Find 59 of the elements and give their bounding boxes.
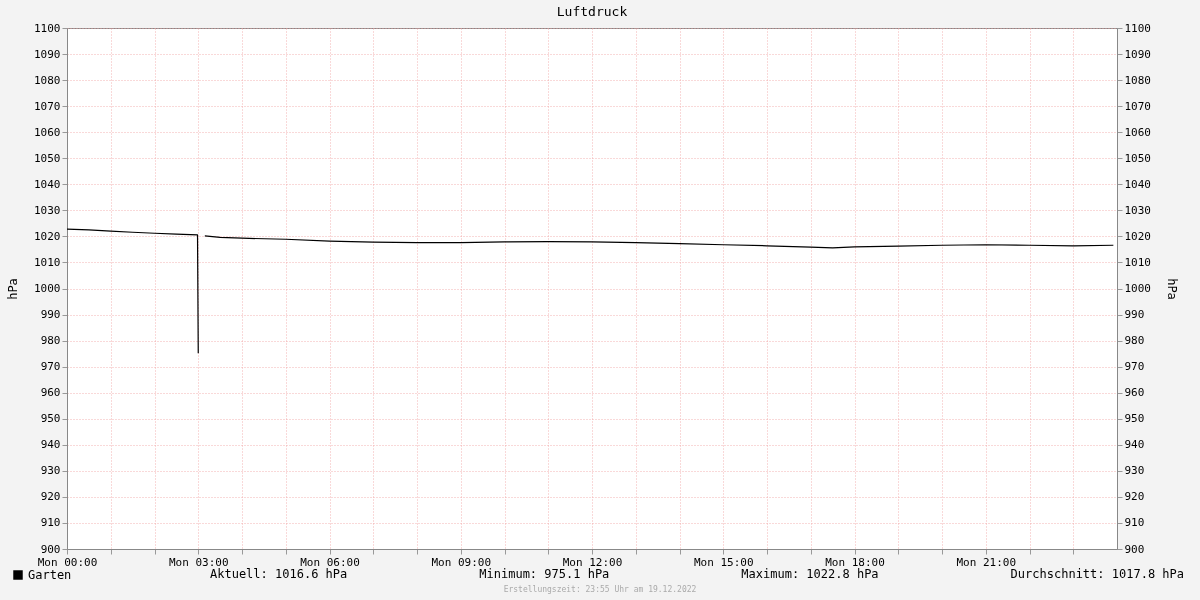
y-tick-label: 910 xyxy=(40,516,61,530)
text: Minimum: 975.1 hPa xyxy=(479,567,610,581)
y-tick-label: 940 xyxy=(40,438,61,452)
y-tick-label: 970 xyxy=(40,360,61,374)
y2-tick-label: 990 xyxy=(1124,308,1145,322)
x-tick-label: Mon 18:00 xyxy=(825,555,885,569)
text: Aktuell: 1016.6 hPa xyxy=(210,567,348,581)
y-tick-label: 950 xyxy=(40,412,61,426)
y2-tick-label: 1040 xyxy=(1124,177,1151,191)
y-tick-label: 990 xyxy=(40,308,61,322)
y2-tick-label: 1080 xyxy=(1124,73,1151,87)
y-tick-label: 1000 xyxy=(34,282,61,295)
y-tick-label: 920 xyxy=(40,490,61,504)
y-tick-label: 1050 xyxy=(34,151,61,165)
x-tick-label: Mon 09:00 xyxy=(431,555,492,569)
y-tick-label: 1060 xyxy=(34,125,61,139)
y2-tick-label: 1010 xyxy=(1124,255,1151,269)
x-tick-label: Mon 00:00 xyxy=(37,555,98,569)
y2-axis-title: hPa xyxy=(1164,278,1179,300)
y-tick-label: 1090 xyxy=(34,47,61,61)
y-axis-title: hPa xyxy=(6,278,21,300)
y2-tick-label: 1090 xyxy=(1124,47,1151,61)
text: Maximum: 1022.8 hPa xyxy=(741,567,879,581)
y2-tick-label: 940 xyxy=(1124,438,1145,452)
y2-tick-label: 950 xyxy=(1124,412,1145,426)
x-tick-label: Mon 12:00 xyxy=(562,555,623,569)
y-tick-label: 980 xyxy=(40,334,61,348)
y-tick-label: 1080 xyxy=(34,73,61,87)
y2-tick-label: 1070 xyxy=(1124,99,1151,113)
y2-tick-label: 1050 xyxy=(1124,151,1151,165)
x-tick-label: Mon 15:00 xyxy=(693,555,754,569)
y-tick-label: 1070 xyxy=(34,99,61,113)
y2-tick-label: 1060 xyxy=(1124,125,1151,139)
y2-tick-label: 1030 xyxy=(1124,203,1151,217)
y-tick-label: 1030 xyxy=(34,203,61,217)
y2-tick-label: 960 xyxy=(1124,386,1145,400)
y-tick-label: 930 xyxy=(40,464,61,478)
y-tick-label: 1020 xyxy=(34,229,61,243)
y2-tick-label: 900 xyxy=(1124,542,1145,556)
legend-label: Garten xyxy=(28,568,72,582)
chart-title: Luftdruck xyxy=(556,4,628,19)
y2-tick-label: 910 xyxy=(1124,516,1145,530)
text: Erstellungszeit: 23:55 Uhr am 19.12.2022 xyxy=(502,585,698,594)
y2-tick-label: 1020 xyxy=(1124,229,1151,243)
x-tick-label: Mon 21:00 xyxy=(956,555,1017,569)
x-tick-label: Mon 06:00 xyxy=(300,555,360,569)
y2-tick-label: 930 xyxy=(1124,464,1145,478)
y2-tick-label: 970 xyxy=(1124,360,1145,374)
y-tick-label: 1010 xyxy=(34,255,61,269)
y-tick-label: 960 xyxy=(40,386,61,400)
y-tick-label: 1100 xyxy=(34,21,61,35)
x-tick-label: Mon 03:00 xyxy=(168,555,229,569)
y-tick-label: 1040 xyxy=(34,177,61,191)
text: Durchschnitt: 1017.8 hPa xyxy=(1010,567,1184,581)
y2-tick-label: 1000 xyxy=(1124,282,1151,295)
y-tick-label: 900 xyxy=(40,542,61,556)
y2-tick-label: 980 xyxy=(1124,334,1145,348)
y2-tick-label: 1100 xyxy=(1124,21,1151,35)
y2-tick-label: 920 xyxy=(1124,490,1145,504)
